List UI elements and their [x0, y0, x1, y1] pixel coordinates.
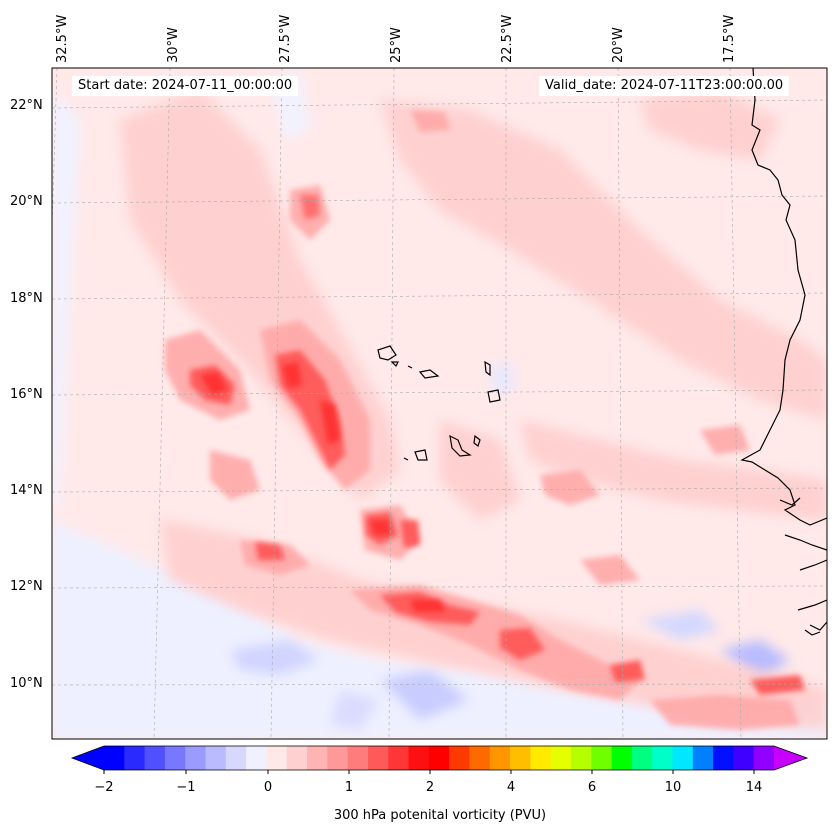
lon-label-20w: 20°W	[611, 27, 626, 63]
map-plot	[51, 67, 828, 740]
colorbar-tick-label: 14	[745, 780, 763, 795]
colorbar-segment	[510, 746, 531, 770]
colorbar-segment	[713, 746, 734, 770]
lon-label-22-5w: 22.5°W	[500, 14, 515, 63]
colorbar-segment	[469, 746, 491, 770]
colorbar-under-arrow	[72, 746, 104, 770]
lon-label-17-5w: 17.5°W	[722, 14, 737, 63]
colorbar-segment	[307, 746, 328, 770]
colorbar-segment	[164, 746, 186, 770]
colorbar-segments	[70, 745, 809, 771]
colorbar-tick-label: 4	[506, 780, 516, 795]
colorbar-segment	[530, 746, 552, 770]
colorbar-segment	[205, 746, 227, 770]
colorbar-tick-label: −2	[94, 780, 114, 795]
lat-label-10n: 10°N	[10, 676, 43, 691]
lon-label-25w: 25°W	[389, 27, 404, 63]
colorbar-segment	[327, 746, 349, 770]
colorbar-segment	[225, 746, 247, 770]
colorbar-segment	[753, 746, 775, 770]
colorbar-segment	[185, 746, 207, 770]
lon-label-30w: 30°W	[166, 27, 181, 63]
lat-label-20n: 20°N	[10, 194, 43, 209]
colorbar-segment	[631, 746, 653, 770]
colorbar-segment	[733, 746, 755, 770]
colorbar-title: 300 hPa potenital vorticity (PVU)	[333, 808, 547, 823]
colorbar-segment	[347, 746, 369, 770]
colorbar-segment	[611, 746, 633, 770]
africa-coastline	[740, 68, 827, 526]
colorbar-segment	[652, 746, 673, 770]
colorbar-segment	[367, 746, 389, 770]
graticule	[52, 68, 827, 739]
start-date-label: Start date: 2024-07-11_00:00:00	[72, 76, 299, 96]
colorbar-segment	[286, 746, 308, 770]
colorbar-segment	[570, 746, 592, 770]
colorbar-segment	[388, 746, 410, 770]
lat-label-12n: 12°N	[10, 579, 43, 594]
colorbar-segment	[692, 746, 714, 770]
colorbar-tick-label: 0	[263, 780, 273, 795]
lon-label-32-5w: 32.5°W	[55, 14, 70, 63]
colorbar-tick-label: 6	[587, 780, 597, 795]
colorbar-segment	[489, 746, 511, 770]
lat-label-16n: 16°N	[10, 387, 43, 402]
lat-label-14n: 14°N	[10, 483, 43, 498]
colorbar-tick-label: −1	[176, 780, 196, 795]
colorbar-segment	[144, 746, 166, 770]
peak-pv-cores	[200, 362, 445, 612]
colorbar-segment	[449, 746, 470, 770]
colorbar-segment	[428, 746, 450, 770]
colorbar-segment	[550, 746, 572, 770]
colorbar-segment	[104, 746, 125, 770]
colorbar-segment	[408, 746, 430, 770]
colorbar-tick-label: 2	[425, 780, 435, 795]
valid-date-label: Valid_date: 2024-07-11T23:00:00.00	[539, 76, 790, 96]
colorbar-ticks	[103, 770, 755, 774]
lat-label-22n: 22°N	[10, 98, 43, 113]
colorbar-tick-label: 10	[664, 780, 682, 795]
colorbar-over-arrow	[774, 746, 807, 770]
coastlines	[377, 68, 827, 636]
cape-verde-islands	[377, 345, 397, 361]
colorbar	[70, 745, 809, 774]
lon-label-27-5w: 27.5°W	[278, 14, 293, 63]
colorbar-segment	[591, 746, 613, 770]
map-frame	[51, 67, 828, 740]
colorbar-tick-label: 1	[344, 780, 354, 795]
colorbar-segment	[124, 746, 146, 770]
lat-label-18n: 18°N	[10, 291, 43, 306]
colorbar-segment	[246, 746, 267, 770]
colorbar-segment	[266, 746, 288, 770]
colorbar-segment	[672, 746, 694, 770]
